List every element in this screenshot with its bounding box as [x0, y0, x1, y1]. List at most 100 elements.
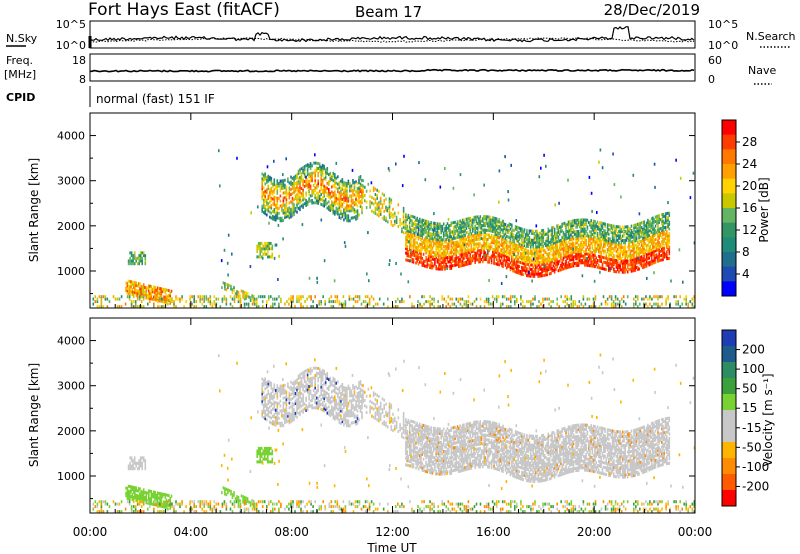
power-cell	[643, 243, 645, 246]
power-cell	[537, 245, 539, 249]
power-cell	[567, 220, 570, 224]
power-cell	[451, 250, 454, 254]
power-cell	[521, 252, 523, 256]
power-cell	[260, 247, 263, 251]
power-cell	[514, 256, 517, 260]
power-cell	[205, 305, 208, 309]
power-cell	[285, 200, 288, 204]
power-cell	[620, 195, 622, 199]
power-cell	[488, 279, 490, 282]
power-cell	[290, 305, 292, 309]
power-cell	[465, 226, 468, 230]
power-cell	[637, 258, 639, 262]
power-cell	[424, 223, 426, 227]
power-cell	[444, 245, 446, 248]
power-cell	[352, 216, 354, 220]
power-cell	[657, 219, 659, 223]
power-cell	[268, 241, 271, 245]
power-cell	[451, 264, 454, 268]
power-cell	[639, 302, 641, 306]
power-cell	[633, 235, 635, 239]
power-cell	[566, 295, 568, 299]
power-cell	[626, 256, 629, 260]
power-cell	[273, 178, 276, 182]
power-cell	[420, 258, 422, 262]
power-cell	[479, 253, 482, 257]
power-cell	[652, 227, 654, 231]
power-cell	[650, 221, 653, 225]
power-cell	[534, 247, 537, 251]
power-cell	[507, 264, 509, 268]
power-cell	[497, 220, 499, 224]
power-cell	[444, 256, 446, 260]
power-cell	[541, 235, 543, 239]
power-cell	[556, 233, 558, 237]
power-cell	[500, 264, 503, 268]
power-cell	[352, 305, 355, 309]
power-cell	[461, 223, 464, 227]
power-cell	[463, 234, 465, 238]
power-cell	[487, 224, 489, 228]
power-cell	[353, 208, 356, 212]
power-cell	[550, 238, 552, 242]
power-cell	[328, 195, 330, 199]
power-cell	[556, 235, 558, 239]
power-cell	[538, 238, 541, 242]
power-cell	[440, 224, 442, 228]
power-cell	[590, 226, 592, 229]
power-cell	[432, 237, 435, 241]
power-cell	[623, 252, 625, 256]
power-cell	[551, 233, 553, 237]
power-cell	[288, 211, 291, 215]
velocity-data-layer	[92, 353, 696, 514]
power-cell	[242, 295, 244, 299]
power-cell	[634, 232, 637, 236]
power-cell	[203, 300, 205, 304]
power-cell	[353, 210, 356, 214]
power-cell	[520, 297, 522, 301]
power-cell	[222, 281, 225, 285]
power-cell	[630, 235, 633, 239]
power-cell	[551, 267, 553, 270]
power-cell	[494, 235, 497, 238]
power-cell	[514, 300, 516, 304]
power-cell	[460, 232, 463, 236]
power-cell	[621, 239, 624, 243]
power-cell	[290, 200, 292, 204]
power-cell	[479, 231, 482, 234]
power-cell	[606, 227, 609, 231]
power-cell	[181, 297, 183, 301]
power-cell	[599, 148, 602, 152]
power-cell	[655, 253, 658, 257]
power-cell	[610, 244, 613, 248]
power-cell	[657, 223, 659, 227]
power-cell	[604, 222, 606, 226]
power-cell	[460, 221, 463, 225]
power-cell	[528, 265, 531, 269]
power-cell	[625, 252, 628, 256]
power-cell	[640, 241, 643, 245]
power-cell	[475, 231, 478, 235]
power-cell	[405, 215, 407, 219]
power-cell	[136, 305, 139, 309]
power-cell	[629, 254, 632, 258]
power-cell	[547, 263, 550, 267]
power-cell	[485, 242, 488, 246]
power-cell	[159, 297, 161, 301]
power-cell	[497, 224, 499, 228]
power-cell	[429, 259, 431, 263]
power-cell	[634, 243, 637, 247]
power-cell	[273, 218, 276, 222]
power-cell	[566, 230, 568, 233]
power-cell	[634, 230, 637, 234]
power-cell	[490, 254, 493, 258]
power-cell	[629, 260, 632, 264]
power-cell	[383, 215, 385, 219]
power-cell	[634, 257, 637, 261]
power-cell	[456, 256, 459, 260]
power-cell	[343, 198, 345, 202]
power-cell	[429, 238, 431, 242]
power-cell	[133, 254, 136, 258]
power-cell	[385, 208, 387, 212]
power-cell	[425, 237, 427, 241]
